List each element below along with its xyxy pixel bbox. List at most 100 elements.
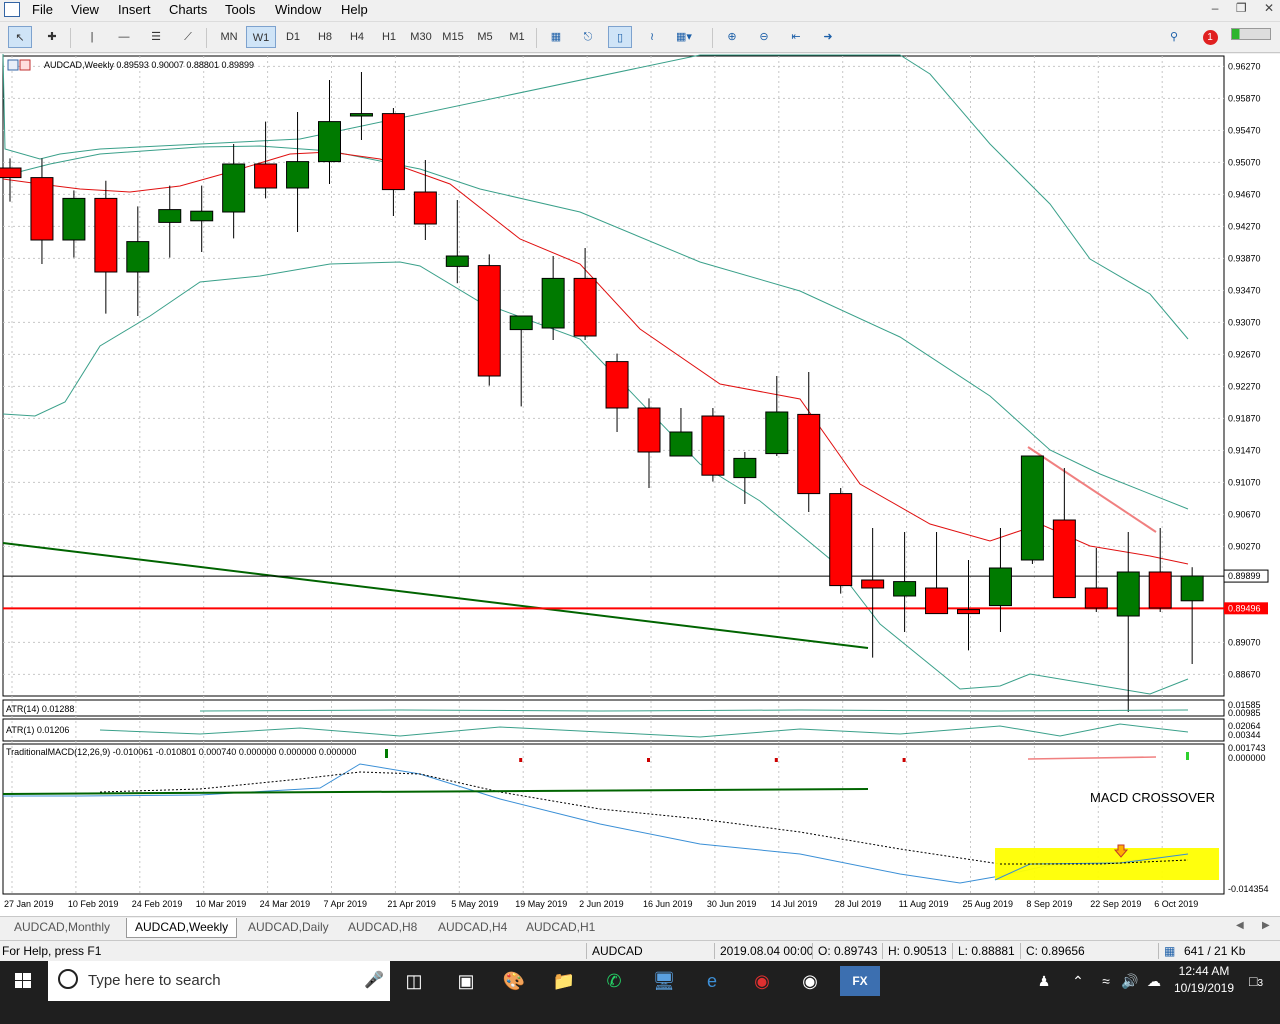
status-high: H: 0.90513 bbox=[888, 944, 947, 958]
price-axis-label: 0.90270 bbox=[1228, 541, 1261, 551]
tab-audcad-h8[interactable]: AUDCAD,H8 bbox=[348, 920, 418, 934]
tab-audcad-h4[interactable]: AUDCAD,H4 bbox=[438, 920, 508, 934]
candle-bear bbox=[1084, 587, 1108, 609]
start-button[interactable] bbox=[0, 961, 48, 1001]
bar-chart-icon[interactable]: ⎋ bbox=[583, 31, 593, 43]
close-icon[interactable]: ✕ bbox=[1263, 1, 1274, 15]
search-icon bbox=[58, 969, 78, 989]
search-icon[interactable]: ⚲ bbox=[1169, 31, 1179, 43]
microphone-icon[interactable]: 🎤 bbox=[364, 972, 384, 989]
moving-average-line bbox=[2, 151, 1189, 565]
menu-charts[interactable]: Charts bbox=[169, 2, 208, 17]
date-axis-label: 22 Sep 2019 bbox=[1090, 899, 1141, 909]
timeframe-m30[interactable]: M30 bbox=[410, 31, 432, 43]
paint-app-icon[interactable]: 🎨 bbox=[502, 971, 526, 991]
restore-icon[interactable]: ❐ bbox=[1235, 1, 1247, 15]
taskbar-search[interactable]: Type here to search 🎤 bbox=[48, 961, 390, 1001]
wifi-icon[interactable]: ≈ bbox=[1102, 973, 1110, 989]
action-center-icon[interactable]: □3 bbox=[1248, 973, 1264, 989]
macd-label: TraditionalMACD(12,26,9) -0.010061 -0.01… bbox=[6, 747, 356, 757]
crosshair-icon[interactable]: ✚ bbox=[47, 31, 57, 43]
timeframe-w1[interactable]: W1 bbox=[246, 26, 276, 48]
onedrive-icon[interactable]: ☁ bbox=[1147, 973, 1161, 989]
price-axis-label: 0.95870 bbox=[1228, 93, 1261, 103]
window-controls: – ❐ ✕ bbox=[1212, 1, 1274, 15]
candle-bull bbox=[445, 255, 469, 267]
network-app-icon[interactable]: 🖥 bbox=[652, 971, 676, 991]
candle-bull bbox=[286, 161, 310, 189]
people-icon[interactable]: ♟ bbox=[1037, 973, 1051, 989]
menu-file[interactable]: File bbox=[32, 2, 53, 17]
chart-shift-icon[interactable]: ⇤ bbox=[791, 31, 801, 43]
autoscroll-icon[interactable]: ➜ bbox=[823, 31, 833, 43]
minimize-icon[interactable]: – bbox=[1211, 1, 1219, 15]
candle-bull bbox=[190, 210, 214, 222]
date-axis-label: 8 Sep 2019 bbox=[1026, 899, 1072, 909]
timeframe-h8[interactable]: H8 bbox=[317, 31, 333, 43]
indicators-icon[interactable]: ▦▾ bbox=[676, 31, 692, 43]
tab-audcad-weekly[interactable]: AUDCAD,Weekly bbox=[126, 918, 238, 938]
fibonacci-icon[interactable]: ☰ bbox=[151, 31, 161, 43]
timeframe-m1[interactable]: M1 bbox=[509, 31, 525, 43]
notifications-icon[interactable]: 1 bbox=[1196, 26, 1224, 48]
chart-header-label: AUDCAD,Weekly 0.89593 0.90007 0.88801 0.… bbox=[44, 60, 254, 70]
zoom-out-icon[interactable]: ⊖ bbox=[759, 31, 769, 43]
chrome-icon[interactable]: ◉ bbox=[802, 971, 818, 991]
price-axis-label: 0.94270 bbox=[1228, 221, 1261, 231]
whatsapp-icon[interactable]: ✆ bbox=[606, 971, 622, 991]
cursor-icon[interactable]: ↖ bbox=[8, 26, 32, 48]
timeframe-d1[interactable]: D1 bbox=[285, 31, 301, 43]
chart-window-icon[interactable]: ▦ bbox=[550, 31, 562, 43]
chart-canvas[interactable]: 0.96270 0.95870 0.95470 0.95070 0.94670 0.942… bbox=[0, 54, 1280, 916]
candle-bull bbox=[222, 163, 246, 213]
zoom-in-icon[interactable]: ⊕ bbox=[727, 31, 737, 43]
candle-bull bbox=[509, 315, 533, 331]
date-axis-label: 21 Apr 2019 bbox=[387, 899, 436, 909]
taskbar: Type here to search 🎤 ◫ ▣ 🎨 📁 ✆ 🖥 e ◉ ◉ … bbox=[0, 961, 1280, 1024]
candle-bear bbox=[701, 415, 725, 476]
date-axis-label: 19 May 2019 bbox=[515, 899, 567, 909]
candlestick-icon[interactable]: ▯ bbox=[608, 26, 632, 48]
timeframe-m15[interactable]: M15 bbox=[442, 31, 464, 43]
vertical-line-icon[interactable]: | bbox=[90, 31, 94, 43]
pdf-app-icon[interactable]: ◉ bbox=[754, 971, 770, 991]
timeframe-h4[interactable]: H4 bbox=[349, 31, 365, 43]
task-view-icon[interactable]: ◫ bbox=[405, 971, 423, 991]
chart-area[interactable]: 0.96270 0.95870 0.95470 0.95070 0.94670 0.942… bbox=[0, 54, 1280, 916]
app-icon[interactable] bbox=[4, 2, 20, 17]
menu-help[interactable]: Help bbox=[341, 2, 368, 17]
timeframe-h1[interactable]: H1 bbox=[381, 31, 397, 43]
candle-bear bbox=[829, 493, 853, 587]
menu-insert[interactable]: Insert bbox=[118, 2, 151, 17]
tab-audcad-daily[interactable]: AUDCAD,Daily bbox=[248, 920, 329, 934]
menu-view[interactable]: View bbox=[71, 2, 99, 17]
clock[interactable]: 12:44 AM 10/19/2019 bbox=[1168, 963, 1240, 997]
photos-app-icon[interactable]: ▣ bbox=[457, 971, 475, 991]
menu-window[interactable]: Window bbox=[275, 2, 322, 17]
file-explorer-icon[interactable]: 📁 bbox=[552, 971, 576, 991]
trendline-resistance bbox=[1027, 446, 1157, 533]
line-chart-icon[interactable]: ≀ bbox=[649, 31, 655, 43]
volume-icon[interactable]: 🔊 bbox=[1121, 973, 1139, 989]
horizontal-line-icon[interactable]: — bbox=[118, 31, 130, 43]
tab-audcad-h1[interactable]: AUDCAD,H1 bbox=[526, 920, 596, 934]
status-low: L: 0.88881 bbox=[958, 944, 1015, 958]
toolbar: ↖ ✚ | — ☰ ⟋ MN W1 D1 H8 H4 H1 M30 M15 M5… bbox=[0, 21, 1280, 53]
price-axis-label: 0.95070 bbox=[1228, 157, 1261, 167]
timeframe-m5[interactable]: M5 bbox=[477, 31, 493, 43]
status-traffic: 641 / 21 Kb bbox=[1184, 944, 1246, 958]
show-hidden-icons[interactable]: ⌃ bbox=[1072, 973, 1084, 989]
edge-icon[interactable]: e bbox=[706, 971, 717, 991]
candle-bull bbox=[669, 431, 693, 457]
tab-scroll-right-icon[interactable]: ▶ bbox=[1262, 920, 1270, 931]
trendline-icon[interactable]: ⟋ bbox=[184, 31, 192, 43]
menu-tools[interactable]: Tools bbox=[225, 2, 256, 17]
timeframe-mn[interactable]: MN bbox=[220, 31, 238, 43]
price-axis-label: 0.92670 bbox=[1228, 349, 1261, 359]
tab-scroll-left-icon[interactable]: ◀ bbox=[1236, 920, 1244, 931]
macd-histogram-bar bbox=[385, 749, 388, 758]
candle-bear bbox=[94, 197, 118, 273]
tab-audcad-monthly[interactable]: AUDCAD,Monthly bbox=[14, 920, 111, 934]
fxchoice-icon[interactable]: FX bbox=[840, 966, 880, 996]
candle-bear bbox=[413, 191, 437, 225]
